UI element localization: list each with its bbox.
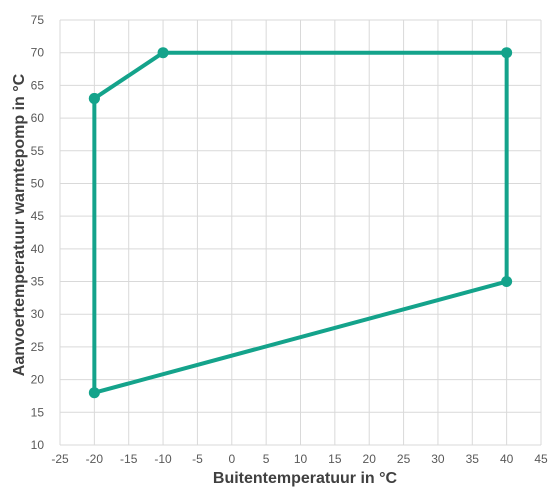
y-tick-label: 75 <box>31 13 45 27</box>
x-tick-label: -20 <box>86 452 104 466</box>
y-tick-label: 55 <box>31 144 45 158</box>
y-tick-label: 50 <box>31 176 45 190</box>
x-tick-label: 25 <box>397 452 411 466</box>
x-tick-label: 30 <box>431 452 445 466</box>
x-tick-label: -25 <box>51 452 69 466</box>
y-tick-label: 20 <box>31 373 45 387</box>
y-axis-title: Aanvoertemperatuur warmtepomp in °C <box>11 73 28 376</box>
y-tick-label: 65 <box>31 78 45 92</box>
x-tick-label: 45 <box>534 452 548 466</box>
x-tick-label: -5 <box>192 452 203 466</box>
x-tick-label: -15 <box>120 452 138 466</box>
x-axis-title: Buitentemperatuur in °C <box>213 470 398 487</box>
x-tick-label: 35 <box>466 452 480 466</box>
y-tick-label: 70 <box>31 46 45 60</box>
y-tick-label: 30 <box>31 307 45 321</box>
data-point <box>501 276 513 288</box>
y-tick-label: 60 <box>31 111 45 125</box>
series-line <box>92 50 509 395</box>
y-tick-label: 35 <box>31 275 45 289</box>
y-tick-label: 15 <box>31 405 45 419</box>
data-point <box>88 387 100 399</box>
data-point <box>88 92 100 104</box>
x-tick-label: 0 <box>228 452 235 466</box>
x-tick-label: 20 <box>363 452 377 466</box>
y-tick-label: 10 <box>31 438 45 452</box>
y-axis-ticks: 10 15 20 25 30 35 40 45 50 55 60 65 70 75 <box>31 13 45 452</box>
y-tick-label: 25 <box>31 340 45 354</box>
data-point <box>157 47 169 59</box>
x-tick-label: 15 <box>328 452 342 466</box>
x-tick-label: -10 <box>154 452 172 466</box>
data-point <box>501 47 513 59</box>
y-tick-label: 45 <box>31 209 45 223</box>
x-tick-label: 40 <box>500 452 514 466</box>
x-tick-label: 10 <box>294 452 308 466</box>
x-axis-ticks: -25 -20 -15 -10 -5 0 5 10 15 20 25 30 35 40 45 <box>51 452 548 466</box>
y-tick-label: 40 <box>31 242 45 256</box>
x-tick-label: 5 <box>263 452 270 466</box>
series <box>88 47 513 399</box>
